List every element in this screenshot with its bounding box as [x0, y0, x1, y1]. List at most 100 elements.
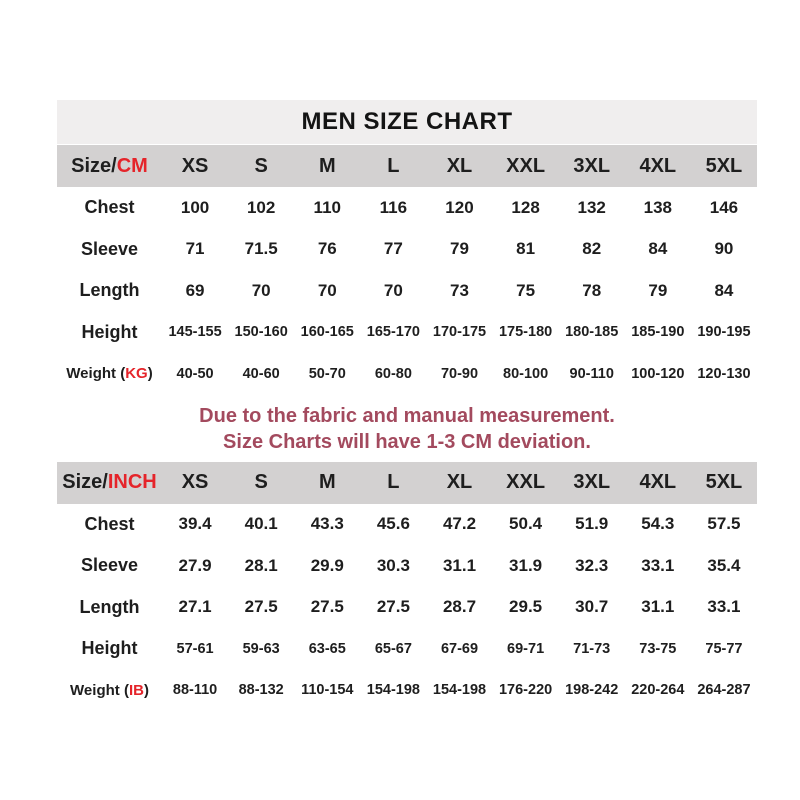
size-value-cell: 63-65 — [308, 640, 346, 657]
size-value-cell: 27.1 — [178, 597, 212, 617]
weight-label: Weight — [70, 681, 120, 699]
size-value-cell: 71-73 — [573, 640, 611, 657]
size-value-cell: 154-198 — [432, 682, 487, 699]
size-column-header: M — [318, 154, 336, 177]
chart-title-band: MEN SIZE CHART — [57, 100, 757, 144]
size-value-cell: 71.5 — [244, 239, 278, 259]
cm-row-sleeve: Sleeve 71 71.5 76 77 79 81 82 84 90 — [57, 228, 757, 270]
size-value-cell: 128 — [511, 197, 540, 217]
size-value-cell: 79 — [648, 280, 668, 300]
size-value-cell: 176-220 — [498, 682, 553, 699]
cm-row-length: Length 69 70 70 70 73 75 78 79 84 — [57, 270, 757, 312]
row-label: Sleeve — [80, 555, 139, 576]
inch-row-chest: Chest 39.4 40.1 43.3 45.6 47.2 50.4 51.9… — [57, 503, 757, 545]
size-column-header: M — [318, 471, 336, 493]
size-value-cell: 77 — [383, 239, 403, 259]
row-label: Weight (IB) — [57, 682, 162, 699]
size-column-header: S — [254, 471, 268, 493]
size-value-cell: 57-61 — [176, 640, 214, 657]
cm-row-chest: Chest 100 102 110 116 120 128 132 138 14… — [57, 187, 757, 229]
size-value-cell: 30.3 — [376, 555, 410, 575]
size-value-cell: 84 — [714, 280, 734, 300]
size-column-header: 5XL — [705, 471, 743, 493]
size-value-cell: 30.7 — [575, 597, 609, 617]
cm-unit-label: CM — [116, 154, 148, 177]
size-label-prefix: Size/ — [71, 154, 117, 177]
size-value-cell: 146 — [709, 197, 739, 217]
size-value-cell: 29.9 — [310, 555, 344, 575]
size-value-cell: 116 — [379, 197, 408, 217]
size-value-cell: 79 — [450, 239, 469, 259]
size-column-header: 3XL — [573, 154, 611, 177]
size-value-cell: 29.5 — [509, 597, 543, 617]
size-value-cell: 31.1 — [442, 555, 477, 575]
size-value-cell: 132 — [577, 197, 606, 217]
size-value-cell: 69-71 — [507, 640, 545, 657]
size-value-cell: 54.3 — [641, 514, 675, 534]
size-value-cell: 71 — [185, 239, 205, 259]
size-value-cell: 51.9 — [575, 514, 609, 534]
size-value-cell: 120 — [445, 197, 474, 217]
size-value-cell: 76 — [317, 239, 337, 259]
inch-unit-label: INCH — [107, 471, 157, 493]
size-value-cell: 73-75 — [639, 640, 677, 657]
cm-row-height: Height 145-155 150-160 160-165 165-170 1… — [57, 311, 757, 353]
weight-unit-ib: IB — [128, 681, 144, 699]
size-column-header: 3XL — [573, 471, 611, 493]
size-value-cell: 27.5 — [310, 597, 344, 617]
size-value-cell: 120-130 — [697, 365, 751, 382]
page-title: MEN SIZE CHART — [301, 108, 513, 135]
cm-size-unit-label: Size/CM — [57, 155, 162, 178]
paren-open: ( — [123, 681, 129, 699]
size-value-cell: 50.4 — [509, 514, 543, 534]
size-value-cell: 27.5 — [244, 597, 278, 617]
inch-row-length: Length 27.1 27.5 27.5 27.5 28.7 29.5 30.… — [57, 586, 757, 628]
inch-row-weight: Weight (IB) 88-110 88-132 110-154 154-19… — [57, 669, 757, 711]
paren-close: ) — [147, 365, 153, 383]
row-label: Sleeve — [80, 238, 139, 259]
size-value-cell: 100-120 — [631, 365, 685, 382]
size-value-cell: 160-165 — [300, 324, 354, 341]
inch-row-sleeve: Sleeve 27.9 28.1 29.9 30.3 31.1 31.9 32.… — [57, 545, 757, 587]
size-value-cell: 67-69 — [440, 640, 479, 657]
row-label: Length — [79, 596, 140, 617]
inch-size-unit-label: Size/INCH — [57, 471, 162, 494]
size-value-cell: 47.2 — [442, 514, 477, 534]
size-value-cell: 110 — [313, 197, 341, 217]
size-value-cell: 185-190 — [631, 324, 685, 341]
notice-line-1: Due to the fabric and manual measurement… — [199, 404, 615, 427]
size-value-cell: 33.1 — [707, 597, 741, 617]
size-label-prefix: Size/ — [62, 471, 108, 493]
notice-line-2: Size Charts will have 1-3 CM deviation. — [223, 430, 591, 453]
size-value-cell: 31.9 — [509, 555, 543, 575]
size-column-header: 4XL — [639, 154, 677, 177]
size-column-header: S — [254, 154, 268, 177]
size-value-cell: 145-155 — [168, 324, 222, 341]
size-value-cell: 75 — [516, 280, 536, 300]
row-label: Chest — [84, 513, 135, 534]
deviation-notice: Due to the fabric and manual measurement… — [57, 395, 757, 462]
size-value-cell: 40-50 — [176, 365, 214, 382]
size-value-cell: 90-110 — [569, 365, 614, 382]
size-value-cell: 60-80 — [374, 365, 412, 382]
size-value-cell: 43.3 — [310, 514, 344, 534]
size-value-cell: 81 — [516, 239, 536, 259]
size-value-cell: 102 — [246, 197, 276, 217]
row-label: Length — [79, 280, 140, 301]
size-value-cell: 39.4 — [178, 514, 212, 534]
size-value-cell: 32.3 — [575, 555, 609, 575]
size-column-header: L — [387, 471, 400, 493]
size-value-cell: 28.1 — [244, 555, 278, 575]
size-value-cell: 110-154 — [301, 682, 354, 699]
inch-row-height: Height 57-61 59-63 63-65 65-67 67-69 69-… — [57, 628, 757, 670]
size-value-cell: 57.5 — [707, 514, 741, 534]
size-value-cell: 27.9 — [178, 555, 212, 575]
size-value-cell: 175-180 — [498, 324, 553, 341]
size-value-cell: 35.4 — [707, 555, 741, 575]
size-column-header: XXL — [506, 154, 546, 177]
size-value-cell: 59-63 — [242, 640, 280, 657]
size-value-cell: 78 — [582, 280, 602, 300]
size-value-cell: 69 — [185, 280, 205, 300]
size-value-cell: 264-287 — [697, 682, 751, 699]
size-value-cell: 138 — [643, 197, 672, 217]
